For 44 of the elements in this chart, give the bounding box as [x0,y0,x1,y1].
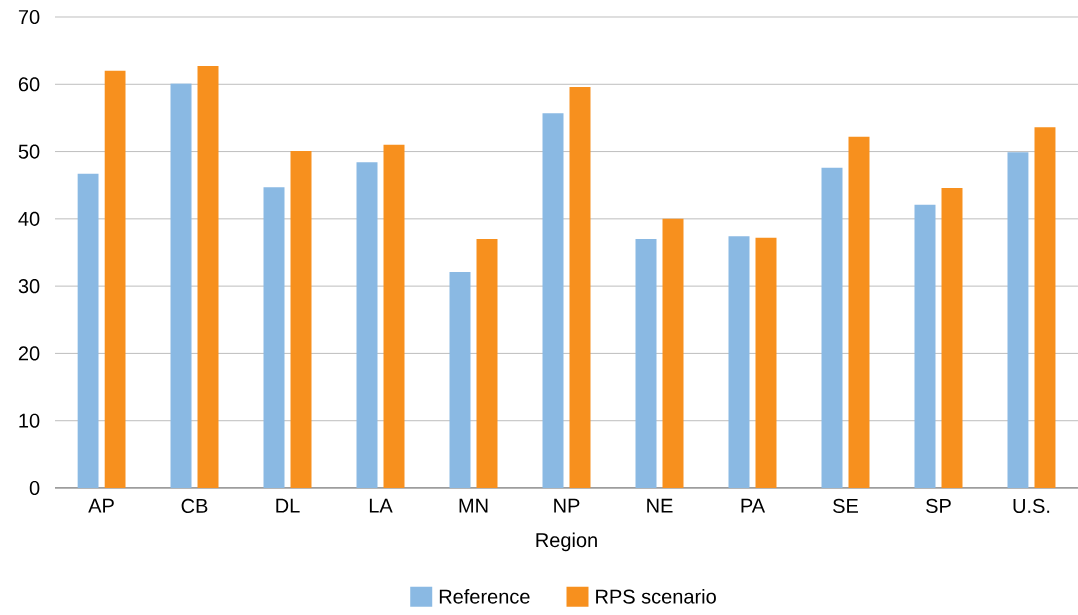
legend-label: Reference [439,589,530,604]
legend-label: RPS scenario [596,589,716,604]
y-tick-label: 70 [18,9,40,25]
x-tick-label: NP [554,498,580,513]
bar [662,218,684,488]
y-tick-label: 30 [18,279,40,294]
y-tick-label: 10 [19,413,40,428]
x-tick-label: SE [833,498,858,514]
x-tick-label: DL [276,498,300,513]
y-tick-label: 60 [18,77,40,92]
bar [170,83,192,488]
bar [941,187,963,488]
bar [476,239,498,488]
x-tick-label: LA [369,498,393,513]
bar [728,236,750,488]
bar [542,113,564,488]
bar [104,70,126,488]
x-axis-title: Region [536,532,597,552]
y-tick-label: 40 [18,211,40,226]
x-tick-label: U.S. [1013,498,1050,514]
x-tick-label: SP [926,498,951,514]
bar [1007,152,1029,488]
bar [755,237,777,488]
y-tick-label: 0 [29,480,40,496]
bar [914,204,936,488]
bar [569,86,591,488]
bar [383,144,405,488]
bar [848,136,870,488]
bar [356,162,378,488]
bar [449,272,471,488]
x-tick-label: CB [181,498,208,514]
x-tick-label: MN [459,498,488,513]
y-tick-label: 50 [18,144,40,159]
bar [1034,127,1056,488]
bar [821,167,843,488]
bar [290,150,312,488]
bar [77,173,99,488]
bar [197,66,219,488]
bar [263,187,285,488]
bar [635,239,657,488]
x-tick-label: PA [741,498,766,513]
y-tick-label: 20 [18,346,40,361]
x-tick-label: NE [647,498,673,513]
x-tick-label: AP [88,498,114,513]
